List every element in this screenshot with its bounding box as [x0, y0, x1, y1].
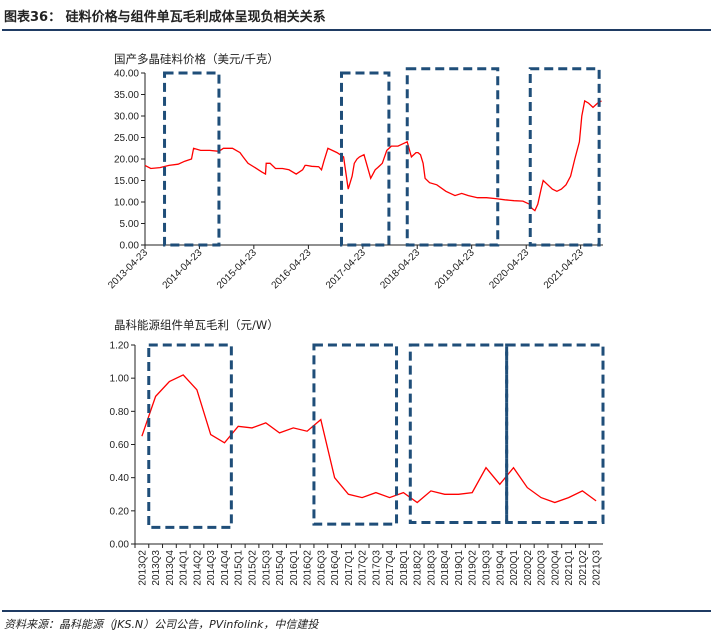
margin-x-tick-label: 2021Q2 — [578, 550, 589, 586]
margin-y-tick-label: 1.20 — [110, 341, 130, 352]
price-highlight-box — [405, 67, 500, 247]
margin-x-tick-label: 2018Q4 — [440, 550, 451, 586]
margin-x-tick-label: 2016Q4 — [330, 550, 341, 586]
price-y-tick-label: 0.00 — [120, 241, 140, 252]
price-x-tick-label: 2013-04-23 — [106, 247, 150, 291]
source-note: 资料来源：晶科能源（JKS.N）公司公告，PVinfolink，中信建投 — [4, 618, 319, 631]
margin-x-tick-label: 2021Q3 — [592, 550, 603, 586]
margin-highlight-box — [312, 343, 399, 526]
margin-x-tick-label: 2021Q1 — [564, 550, 575, 586]
price-x-tick-label: 2019-04-23 — [433, 247, 477, 291]
margin-x-tick-label: 2015Q2 — [248, 550, 259, 586]
margin-x-tick-label: 2014Q1 — [179, 550, 190, 586]
margin-x-tick-label: 2015Q4 — [275, 550, 286, 586]
margin-y-tick-label: 1.00 — [110, 374, 130, 385]
margin-x-tick-label: 2013Q3 — [151, 550, 162, 586]
price-y-tick-label: 35.00 — [114, 90, 139, 101]
margin-highlight-box — [147, 343, 233, 529]
price-x-tick-label: 2014-04-23 — [161, 247, 205, 291]
price-chart-title: 国产多晶硅料价格（美元/千克） — [114, 52, 279, 66]
margin-x-tick-label: 2019Q2 — [468, 550, 479, 586]
price-x-tick-label: 2017-04-23 — [324, 247, 368, 291]
margin-y-tick-label: 0.00 — [110, 540, 130, 551]
margin-x-tick-label: 2017Q2 — [358, 550, 369, 586]
margin-x-tick-label: 2020Q2 — [523, 550, 534, 586]
price-highlight-box — [528, 67, 601, 247]
margin-x-tick-label: 2017Q4 — [385, 550, 396, 586]
margin-x-tick-label: 2016Q1 — [289, 550, 300, 586]
margin-x-tick-label: 2019Q3 — [482, 550, 493, 586]
margin-x-tick-label: 2017Q3 — [371, 550, 382, 586]
margin-x-tick-label: 2014Q2 — [192, 550, 203, 586]
margin-x-tick-label: 2020Q1 — [509, 550, 520, 586]
price-y-tick-label: 5.00 — [120, 219, 140, 230]
price-y-tick-label: 10.00 — [114, 198, 139, 209]
margin-x-tick-label: 2018Q1 — [399, 550, 410, 586]
price-x-tick-label: 2016-04-23 — [270, 247, 314, 291]
price-x-tick-label: 2018-04-23 — [378, 247, 422, 291]
margin-x-tick-label: 2019Q4 — [495, 550, 506, 586]
margin-x-tick-label: 2015Q3 — [261, 550, 272, 586]
margin-y-tick-label: 0.20 — [110, 506, 130, 517]
figure-title: 图表36： 硅料价格与组件单瓦毛利成体呈现负相关关系 — [4, 10, 326, 25]
price-highlight-box — [163, 71, 221, 247]
price-y-tick-label: 15.00 — [114, 176, 139, 187]
margin-x-tick-label: 2018Q2 — [413, 550, 424, 586]
margin-x-tick-label: 2020Q3 — [537, 550, 548, 586]
margin-highlight-box — [408, 343, 509, 524]
margin-highlight-box — [505, 343, 605, 524]
margin-x-tick-label: 2013Q2 — [137, 550, 148, 586]
margin-x-tick-label: 2019Q1 — [454, 550, 465, 586]
bottom-divider — [2, 610, 711, 612]
price-y-tick-label: 40.00 — [114, 69, 139, 80]
price-highlight-box — [339, 71, 391, 247]
top-divider — [2, 29, 711, 31]
price-x-tick-label: 2020-04-23 — [487, 247, 531, 291]
margin-x-tick-label: 2013Q4 — [165, 550, 176, 586]
price-y-tick-label: 20.00 — [114, 155, 139, 166]
margin-x-tick-label: 2017Q1 — [344, 550, 355, 586]
price-x-tick-label: 2015-04-23 — [215, 247, 259, 291]
margin-x-tick-label: 2018Q3 — [426, 550, 437, 586]
price-x-tick-label: 2021-04-23 — [542, 247, 586, 291]
margin-x-tick-label: 2014Q4 — [220, 550, 231, 586]
margin-chart-title: 晶科能源组件单瓦毛利（元/W） — [114, 318, 279, 332]
margin-x-tick-label: 2016Q2 — [303, 550, 314, 586]
price-y-tick-label: 25.00 — [114, 133, 139, 144]
margin-x-tick-label: 2016Q3 — [316, 550, 327, 586]
price-series-line — [144, 99, 602, 212]
margin-series-line — [141, 374, 597, 504]
price-y-tick-label: 30.00 — [114, 112, 139, 123]
margin-x-tick-label: 2015Q1 — [234, 550, 245, 586]
margin-x-tick-label: 2020Q4 — [550, 550, 561, 586]
margin-y-tick-label: 0.80 — [110, 407, 130, 418]
margin-x-tick-label: 2014Q3 — [206, 550, 217, 586]
margin-y-tick-label: 0.40 — [110, 473, 130, 484]
margin-y-tick-label: 0.60 — [110, 440, 130, 451]
